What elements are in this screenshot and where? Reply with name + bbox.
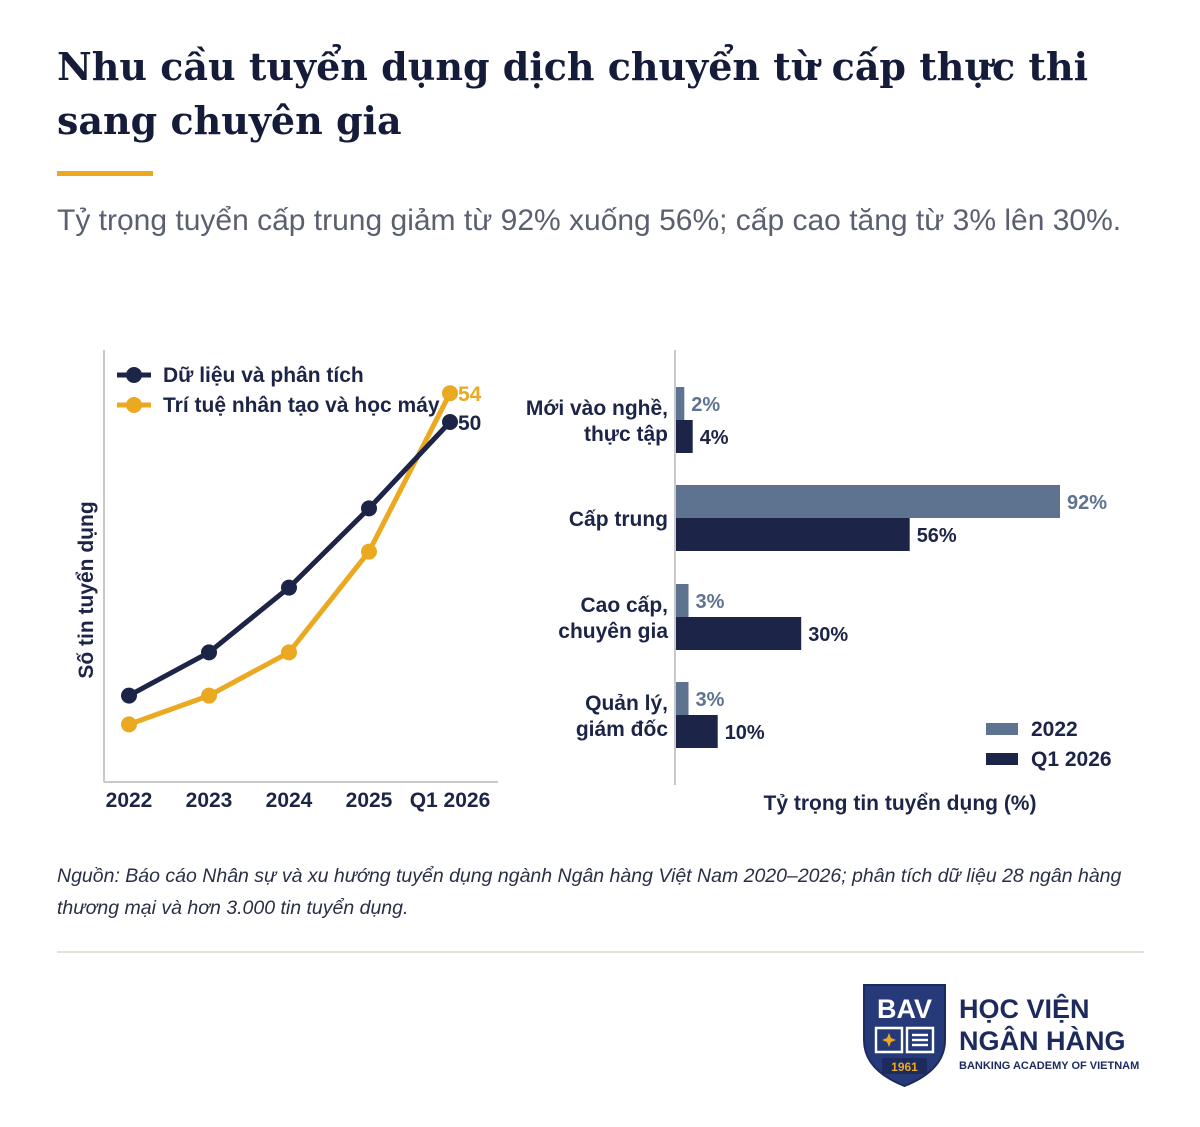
line-chart-legend: Dữ liệu và phân tích Trí tuệ nhân tạo và … (117, 364, 440, 417)
bar (676, 420, 693, 453)
bar-chart-bars: 2%4%92%56%3%30%3%10% (676, 387, 1107, 748)
category-label: Cấp trung (569, 508, 668, 531)
category-label: chuyên gia (558, 620, 668, 643)
bar-value-label: 2% (691, 394, 720, 416)
bar (676, 617, 802, 650)
bar (676, 485, 1060, 518)
series-point (121, 716, 137, 733)
category-label: Quản lý, (585, 692, 668, 715)
series-point (281, 644, 297, 661)
page-title: Nhu cầu tuyển dụng dịch chuyển từ cấp th… (57, 44, 1089, 143)
legend-swatch (986, 753, 1018, 765)
logo-name-en: BANKING ACADEMY OF VIETNAM (959, 1060, 1139, 1072)
logo-name-line2: NGÂN HÀNG (959, 1025, 1126, 1056)
series-point (442, 414, 458, 430)
x-tick-label: 2024 (266, 789, 313, 812)
legend-swatch (986, 723, 1018, 735)
bar-value-label: 56% (917, 525, 957, 547)
series-point (201, 687, 217, 704)
book-icon (874, 1026, 935, 1054)
bar-value-label: 3% (696, 689, 725, 711)
title-accent-rule (57, 171, 153, 176)
category-label: Cao cấp, (580, 594, 668, 617)
x-tick-label: Q1 2026 (410, 789, 491, 812)
series-point (201, 644, 217, 661)
logo-name-line1: HỌC VIỆN (959, 993, 1090, 1024)
legend-swatch-dot (126, 397, 142, 413)
legend-label: Q1 2026 (1031, 748, 1112, 771)
footer-rule (57, 951, 1144, 953)
legend-label: Dữ liệu và phân tích (163, 364, 364, 387)
series-point (361, 500, 377, 517)
logo-year-band (882, 1058, 927, 1074)
category-label: Mới vào nghề, (526, 397, 668, 420)
bar-chart-x-axis-label: Tỷ trọng tin tuyển dụng (%) (764, 792, 1037, 815)
bar-value-label: 4% (700, 427, 729, 449)
legend-label: Trí tuệ nhân tạo và học máy (163, 394, 440, 417)
series-point (281, 579, 297, 596)
charts-area: Số tin tuyển dụng 2022 2023 2024 2025 Q1 202… (75, 350, 1112, 815)
category-label: giám đốc (576, 718, 669, 741)
series-point (121, 687, 137, 704)
bar (676, 682, 689, 715)
bar-value-label: 30% (808, 624, 848, 646)
legend-label: 2022 (1031, 718, 1078, 741)
logo-abbr: BAV (877, 994, 932, 1024)
line-chart-x-ticks: 2022 2023 2024 2025 Q1 2026 (106, 789, 491, 812)
x-tick-label: 2025 (346, 789, 393, 812)
bar-chart-legend: 2022 Q1 2026 (986, 718, 1112, 771)
bar (676, 584, 689, 617)
x-tick-label: 2023 (186, 789, 233, 812)
series-end-label: 50 (458, 412, 481, 435)
star-icon (882, 1033, 896, 1047)
legend-swatch-dot (126, 367, 142, 383)
source-note: Nguồn: Báo cáo Nhân sự và xu hướng tuyển… (57, 865, 1122, 919)
category-label: thực tập (584, 423, 668, 446)
series-end-label: 54 (458, 383, 482, 406)
bar (676, 518, 910, 551)
x-tick-label: 2022 (106, 789, 153, 812)
bar (676, 715, 718, 748)
bar-value-label: 10% (725, 722, 765, 744)
bar (676, 387, 685, 420)
bar-value-label: 92% (1067, 492, 1107, 514)
series-point (361, 543, 377, 560)
logo-year: 1961 (891, 1060, 918, 1074)
bav-logo: BAV 1961 HỌC VIỆN NGÂN HÀNG BANKING ACAD… (863, 984, 1139, 1088)
series-point (442, 385, 458, 402)
series-line (126, 390, 453, 727)
bar-value-label: 3% (696, 591, 725, 613)
line-chart-y-axis-label: Số tin tuyển dụng (75, 501, 98, 678)
page-subtitle: Tỷ trọng tuyển cấp trung giảm từ 92% xuố… (57, 204, 1122, 237)
bar-chart-categories: Mới vào nghề, thực tập Cấp trung Cao cấp, ch… (526, 397, 668, 741)
